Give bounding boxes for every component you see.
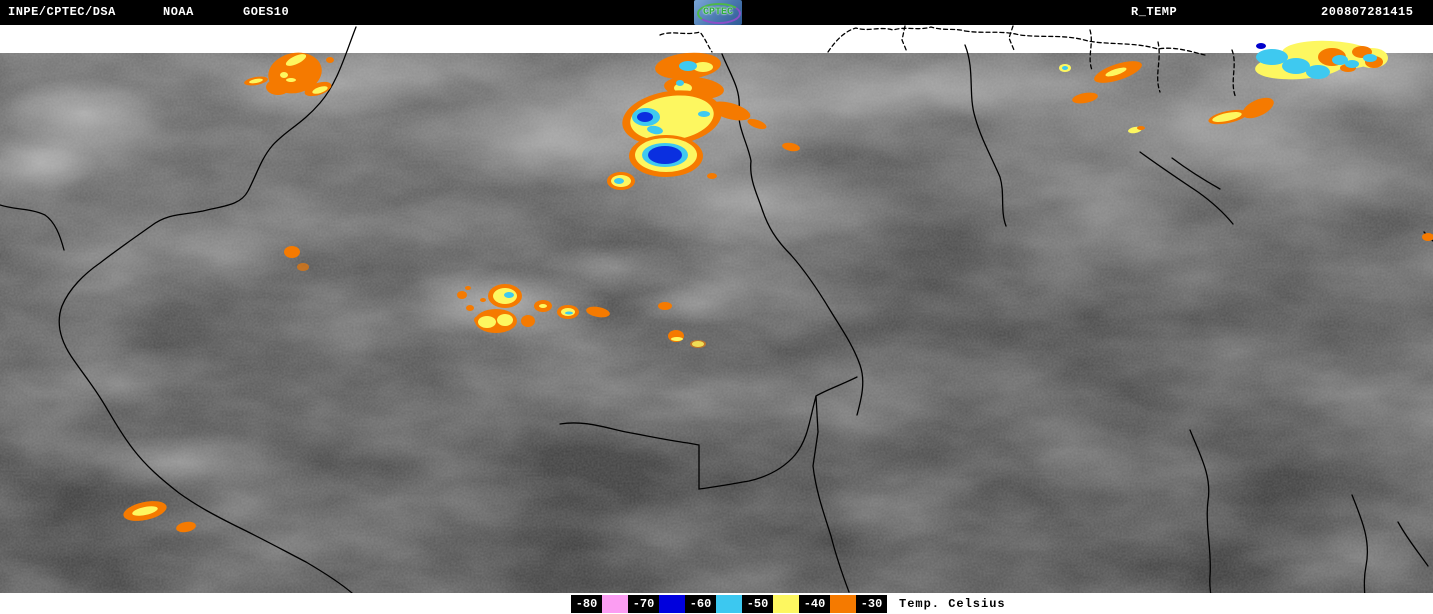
agency-label: INPE/CPTEC/DSA [8, 5, 116, 19]
cloud-texture [0, 53, 1433, 593]
storm-cell-midwest [284, 246, 309, 271]
temperature-color-scale: -80 -70 -60 -50 -40 -30 Temp. Celsius [571, 595, 1006, 613]
legend-label-1: -70 [628, 595, 659, 613]
convection-cells [123, 40, 1433, 533]
storm-cell-northwest [244, 52, 334, 97]
product-label: R_TEMP [1131, 5, 1178, 19]
cptec-logo-text: CPTEC [702, 7, 733, 18]
legend-swatch-cyan [716, 595, 742, 613]
cptec-logo-ellipse [697, 3, 741, 24]
legend-label-3: -50 [742, 595, 773, 613]
storm-cluster-central [457, 284, 706, 348]
legend-swatch-blue [659, 595, 685, 613]
legend-bar: -80 -70 -60 -50 -40 -30 Temp. Celsius [0, 593, 1433, 614]
satellite-label: GOES10 [243, 5, 290, 19]
legend-label-2: -60 [685, 595, 716, 613]
legend-label-5: -30 [856, 595, 887, 613]
network-label: NOAA [163, 5, 194, 19]
legend-swatch-pink [602, 595, 628, 613]
country-borders [0, 25, 1433, 614]
storm-cell-southwest [123, 501, 196, 533]
header-bar: INPE/CPTEC/DSA NOAA GOES10 CPTEC R_TEMP … [0, 0, 1433, 25]
legend-label-4: -40 [799, 595, 830, 613]
timestamp-label: 200807281415 [1321, 5, 1414, 19]
legend-swatch-yellow [773, 595, 799, 613]
storm-streaks-north [1059, 61, 1433, 241]
legend-swatch-orange [830, 595, 856, 613]
storm-cell-central-north [607, 52, 800, 190]
cptec-logo-icon: CPTEC [694, 0, 742, 25]
storm-cell-northeast [1208, 40, 1388, 125]
legend-label-0: -80 [571, 595, 602, 613]
satellite-image [0, 53, 1433, 593]
legend-unit-label: Temp. Celsius [899, 595, 1006, 613]
